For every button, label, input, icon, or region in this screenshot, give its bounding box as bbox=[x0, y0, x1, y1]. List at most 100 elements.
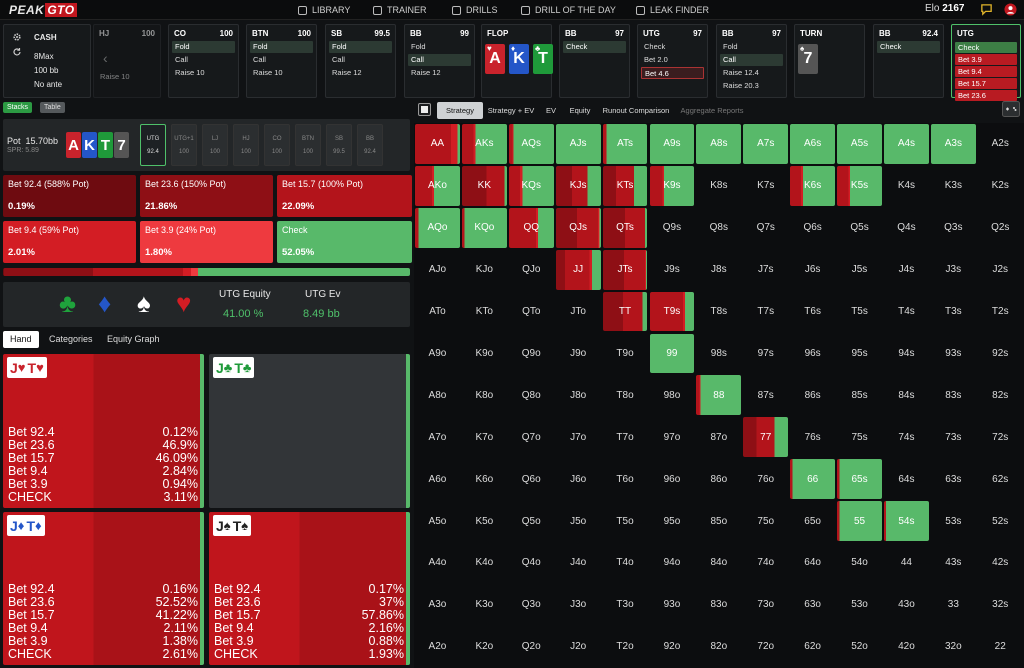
grid-cell[interactable]: Q4s bbox=[897, 222, 916, 234]
grid-cell[interactable]: QJo bbox=[522, 264, 541, 276]
view-tab-equity[interactable]: Equity bbox=[569, 106, 591, 115]
grid-cell[interactable]: K9s bbox=[649, 165, 695, 206]
tab-equity-graph[interactable]: Equity Graph bbox=[107, 334, 160, 344]
grid-cell[interactable]: 54o bbox=[851, 557, 868, 569]
grid-cell[interactable]: 64o bbox=[804, 557, 821, 569]
action-option[interactable]: Check bbox=[877, 41, 940, 53]
action-option[interactable]: Fold bbox=[172, 41, 235, 53]
grid-cell[interactable]: A6s bbox=[790, 124, 836, 164]
grid-cell[interactable]: 53o bbox=[851, 599, 868, 611]
grid-cell[interactable]: J7s bbox=[757, 264, 774, 276]
hand-card-0[interactable]: J ♥ T ♥ Bet 92.4 0.12% Bet 23.6 46.9% Bet 15.7 46… bbox=[3, 354, 204, 508]
grid-cell[interactable]: T8s bbox=[710, 306, 728, 318]
grid-cell[interactable]: 53s bbox=[945, 515, 962, 527]
action-option[interactable]: Raise 10 bbox=[100, 72, 130, 81]
grid-cell[interactable]: 32o bbox=[944, 641, 962, 653]
grid-cell[interactable]: AKs bbox=[461, 124, 507, 164]
grid-cell[interactable]: KK bbox=[461, 165, 507, 206]
action-option[interactable]: Raise 10 bbox=[253, 68, 283, 77]
grid-cell[interactable]: T7s bbox=[757, 306, 775, 318]
grid-cell[interactable]: K5o bbox=[475, 515, 494, 527]
grid-cell[interactable]: K8o bbox=[475, 389, 494, 401]
seat-utg+1[interactable]: UTG+1 100 bbox=[171, 124, 197, 166]
grid-toggle-icon[interactable] bbox=[418, 103, 431, 116]
grid-cell[interactable]: T2o bbox=[616, 641, 634, 653]
gear-icon[interactable] bbox=[12, 32, 22, 42]
grid-cell[interactable]: A6o bbox=[428, 473, 447, 485]
diamond-icon[interactable]: ♦ bbox=[98, 288, 112, 318]
view-tab-strategy-ev[interactable]: Strategy + EV bbox=[487, 106, 535, 115]
grid-cell[interactable]: KJs bbox=[555, 165, 601, 206]
grid-cell[interactable]: A3s bbox=[930, 124, 976, 164]
action-option[interactable]: Call bbox=[332, 55, 345, 64]
grid-cell[interactable]: 75o bbox=[757, 515, 775, 527]
action-node-sb[interactable]: SB 99.5 Fold Call Raise 12 bbox=[325, 24, 396, 98]
grid-cell[interactable]: 95o bbox=[663, 515, 681, 527]
grid-cell[interactable]: 99 bbox=[649, 333, 695, 374]
grid-cell[interactable]: 65o bbox=[804, 515, 821, 527]
grid-cell[interactable]: 96s bbox=[804, 347, 821, 359]
grid-cell[interactable]: K4o bbox=[475, 557, 494, 569]
grid-cell[interactable]: J4o bbox=[570, 557, 587, 569]
grid-cell[interactable]: K3o bbox=[475, 599, 494, 611]
seat-sb[interactable]: SB 99.5 bbox=[326, 124, 352, 166]
action-option[interactable]: Call bbox=[720, 54, 783, 66]
action-option[interactable]: Bet 15.7 bbox=[955, 78, 1017, 89]
nav-drills[interactable]: DRILLS bbox=[452, 0, 498, 20]
grid-cell[interactable]: 66 bbox=[790, 459, 836, 500]
grid-cell[interactable]: 62s bbox=[992, 473, 1009, 485]
grid-cell[interactable]: T2s bbox=[991, 306, 1009, 318]
grid-cell[interactable]: 84s bbox=[898, 389, 915, 401]
grid-cell[interactable]: Q5o bbox=[521, 515, 541, 527]
action-node-utg[interactable]: UTG 97 Check Bet 2.0 Bet 4.6 bbox=[637, 24, 708, 98]
action-option[interactable]: Bet 2.0 bbox=[644, 55, 668, 64]
grid-cell[interactable]: Q3o bbox=[521, 599, 541, 611]
grid-cell[interactable]: K8s bbox=[710, 180, 728, 192]
grid-cell[interactable]: T3s bbox=[945, 306, 962, 318]
grid-cell[interactable]: 54s bbox=[884, 501, 929, 541]
nav-drill-of-the-day[interactable]: DRILL OF THE DAY bbox=[521, 0, 616, 20]
grid-cell[interactable]: Q4o bbox=[521, 557, 541, 569]
grid-cell[interactable]: K6o bbox=[475, 473, 494, 485]
action-option[interactable]: Fold bbox=[723, 42, 738, 51]
grid-cell[interactable]: T5s bbox=[851, 306, 868, 318]
grid-cell[interactable]: K2s bbox=[991, 180, 1009, 192]
grid-cell[interactable]: Q7o bbox=[521, 431, 541, 443]
seat-hj[interactable]: HJ 100 bbox=[233, 124, 259, 166]
grid-cell[interactable]: KTo bbox=[475, 306, 493, 318]
grid-cell[interactable]: 84o bbox=[710, 557, 728, 569]
grid-cell[interactable]: Q8o bbox=[521, 389, 541, 401]
grid-cell[interactable]: K7o bbox=[475, 431, 494, 443]
seat-bb[interactable]: BB 92.4 bbox=[357, 124, 383, 166]
grid-cell[interactable]: QJs bbox=[555, 207, 601, 248]
grid-cell[interactable]: A5s bbox=[837, 124, 882, 164]
grid-cell[interactable]: 92o bbox=[663, 641, 681, 653]
grid-cell[interactable]: 52s bbox=[992, 515, 1009, 527]
grid-cell[interactable]: T3o bbox=[616, 599, 634, 611]
strategy-action-5[interactable]: Check 52.05% bbox=[277, 221, 412, 263]
grid-cell[interactable]: 33 bbox=[947, 599, 959, 611]
seat-lj[interactable]: LJ 100 bbox=[202, 124, 228, 166]
grid-cell[interactable]: J2s bbox=[992, 264, 1009, 276]
action-option[interactable]: Raise 12.4 bbox=[723, 68, 759, 77]
action-node-bb[interactable]: BB 97 Check bbox=[559, 24, 630, 98]
grid-cell[interactable]: 98s bbox=[710, 347, 727, 359]
chat-icon[interactable] bbox=[980, 3, 993, 16]
strategy-action-0[interactable]: Bet 92.4 (588% Pot) 0.19% bbox=[3, 175, 136, 217]
grid-cell[interactable]: Q6o bbox=[521, 473, 541, 485]
grid-cell[interactable]: 63o bbox=[804, 599, 821, 611]
grid-cell[interactable]: 86s bbox=[804, 389, 821, 401]
grid-cell[interactable]: 75s bbox=[851, 431, 868, 443]
grid-cell[interactable]: AQs bbox=[508, 124, 554, 164]
grid-cell[interactable]: J8s bbox=[711, 264, 727, 276]
grid-cell[interactable]: QTo bbox=[522, 306, 541, 318]
grid-cell[interactable]: 74s bbox=[898, 431, 915, 443]
grid-cell[interactable]: J5o bbox=[570, 515, 587, 527]
action-option[interactable]: Check bbox=[955, 42, 1017, 53]
grid-cell[interactable]: 65s bbox=[837, 459, 882, 500]
grid-cell[interactable]: Q2o bbox=[521, 641, 541, 653]
action-option[interactable]: Bet 23.6 bbox=[955, 90, 1017, 101]
grid-cell[interactable]: A3o bbox=[428, 599, 447, 611]
action-option[interactable]: Raise 10 bbox=[175, 68, 205, 77]
nav-trainer[interactable]: TRAINER bbox=[373, 0, 427, 20]
